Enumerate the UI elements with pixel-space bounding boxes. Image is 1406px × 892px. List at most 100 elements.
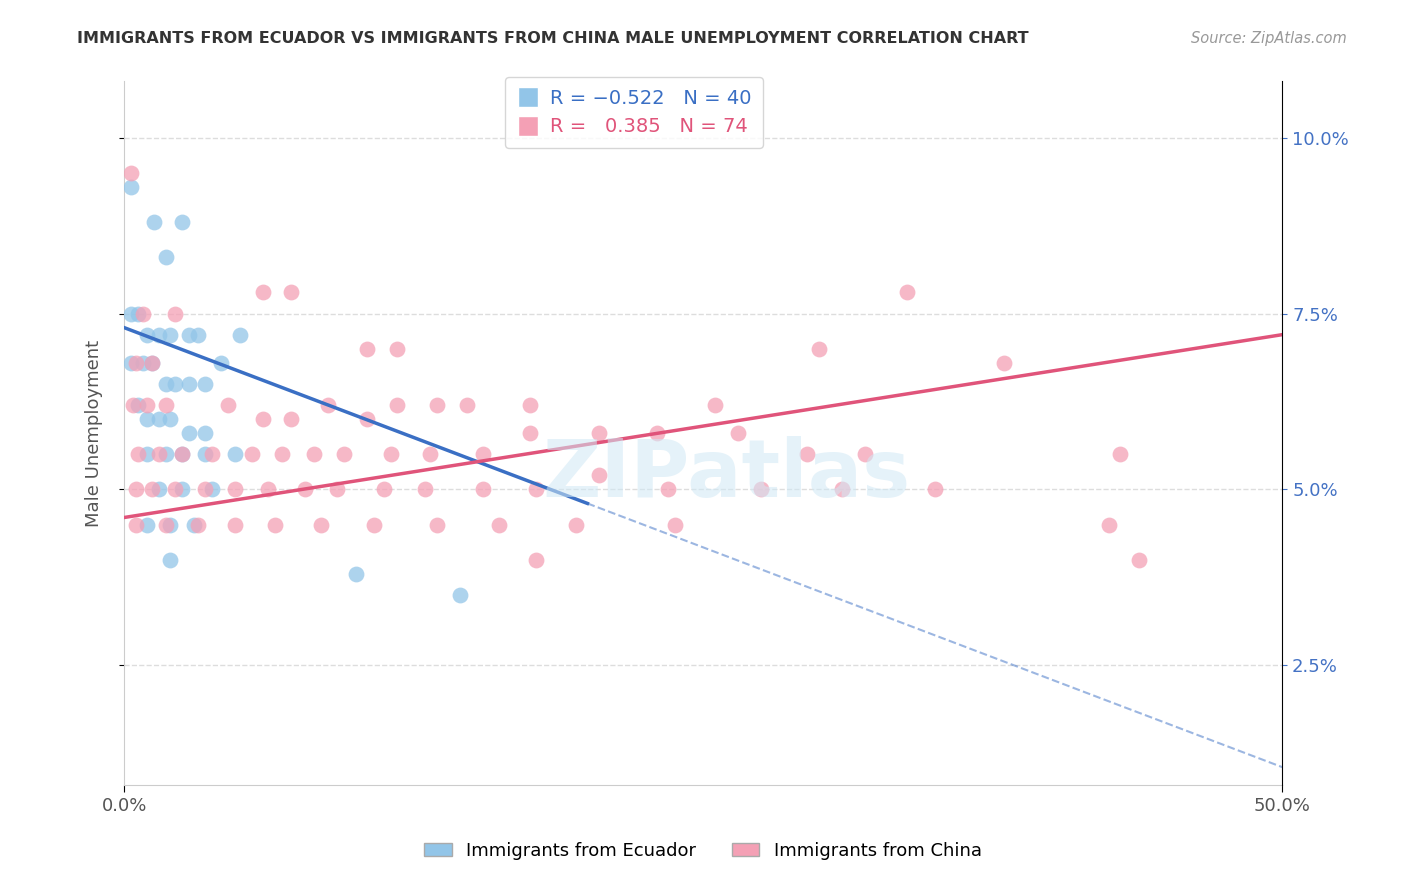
Text: Source: ZipAtlas.com: Source: ZipAtlas.com [1191,31,1347,46]
Point [309,517,332,532]
Point [159,327,181,342]
Point [177,327,200,342]
Point [657,483,679,497]
Point [194,376,217,391]
Point [159,412,181,426]
Point [924,483,946,497]
Point [155,376,177,391]
Point [120,356,142,370]
Point [177,426,200,441]
Point [125,517,148,532]
Point [201,483,224,497]
Point [526,483,548,497]
Point [1128,552,1150,566]
Point [155,517,177,532]
Point [565,517,588,532]
Point [727,426,749,441]
Point [449,588,471,602]
Point [853,447,876,461]
Point [229,327,252,342]
Point [993,356,1015,370]
Point [131,307,153,321]
Point [136,398,159,412]
Point [664,517,686,532]
Point [159,552,181,566]
Point [148,483,170,497]
Point [170,215,193,229]
Point [141,356,163,370]
Text: ZIPatlas: ZIPatlas [543,436,911,515]
Point [170,447,193,461]
Point [148,327,170,342]
Point [703,398,725,412]
Point [270,447,292,461]
Point [136,447,159,461]
Point [224,447,246,461]
Point [136,412,159,426]
Point [896,285,918,300]
Point [187,517,209,532]
Point [256,483,278,497]
Point [387,342,409,356]
Point [187,327,209,342]
Point [326,483,349,497]
Point [177,376,200,391]
Point [252,285,274,300]
Point [526,552,548,566]
Point [472,447,495,461]
Point [209,356,232,370]
Point [136,517,159,532]
Legend: R = −0.522   N = 40, R =   0.385   N = 74: R = −0.522 N = 40, R = 0.385 N = 74 [505,77,762,148]
Point [122,398,145,412]
Point [201,447,224,461]
Point [131,356,153,370]
Point [170,483,193,497]
Point [519,426,541,441]
Point [280,412,302,426]
Point [165,307,187,321]
Point [252,412,274,426]
Point [363,517,385,532]
Point [125,483,148,497]
Point [170,447,193,461]
Point [143,215,166,229]
Point [263,517,285,532]
Point [519,398,541,412]
Point [472,483,495,497]
Point [294,483,316,497]
Y-axis label: Male Unemployment: Male Unemployment [86,340,103,526]
Legend: Immigrants from Ecuador, Immigrants from China: Immigrants from Ecuador, Immigrants from… [418,835,988,867]
Point [159,517,181,532]
Point [796,447,818,461]
Point [240,447,263,461]
Point [426,398,449,412]
Point [224,483,246,497]
Point [1109,447,1132,461]
Point [155,447,177,461]
Point [120,180,142,194]
Text: IMMIGRANTS FROM ECUADOR VS IMMIGRANTS FROM CHINA MALE UNEMPLOYMENT CORRELATION C: IMMIGRANTS FROM ECUADOR VS IMMIGRANTS FR… [77,31,1029,46]
Point [165,376,187,391]
Point [280,285,302,300]
Point [333,447,356,461]
Point [373,483,395,497]
Point [155,398,177,412]
Point [645,426,668,441]
Point [413,483,436,497]
Point [387,398,409,412]
Point [831,483,853,497]
Point [380,447,402,461]
Point [749,483,772,497]
Point [148,447,170,461]
Point [808,342,831,356]
Point [165,483,187,497]
Point [316,398,339,412]
Point [127,447,149,461]
Point [217,398,239,412]
Point [127,398,149,412]
Point [125,356,148,370]
Point [183,517,205,532]
Point [141,483,163,497]
Point [141,356,163,370]
Point [356,412,378,426]
